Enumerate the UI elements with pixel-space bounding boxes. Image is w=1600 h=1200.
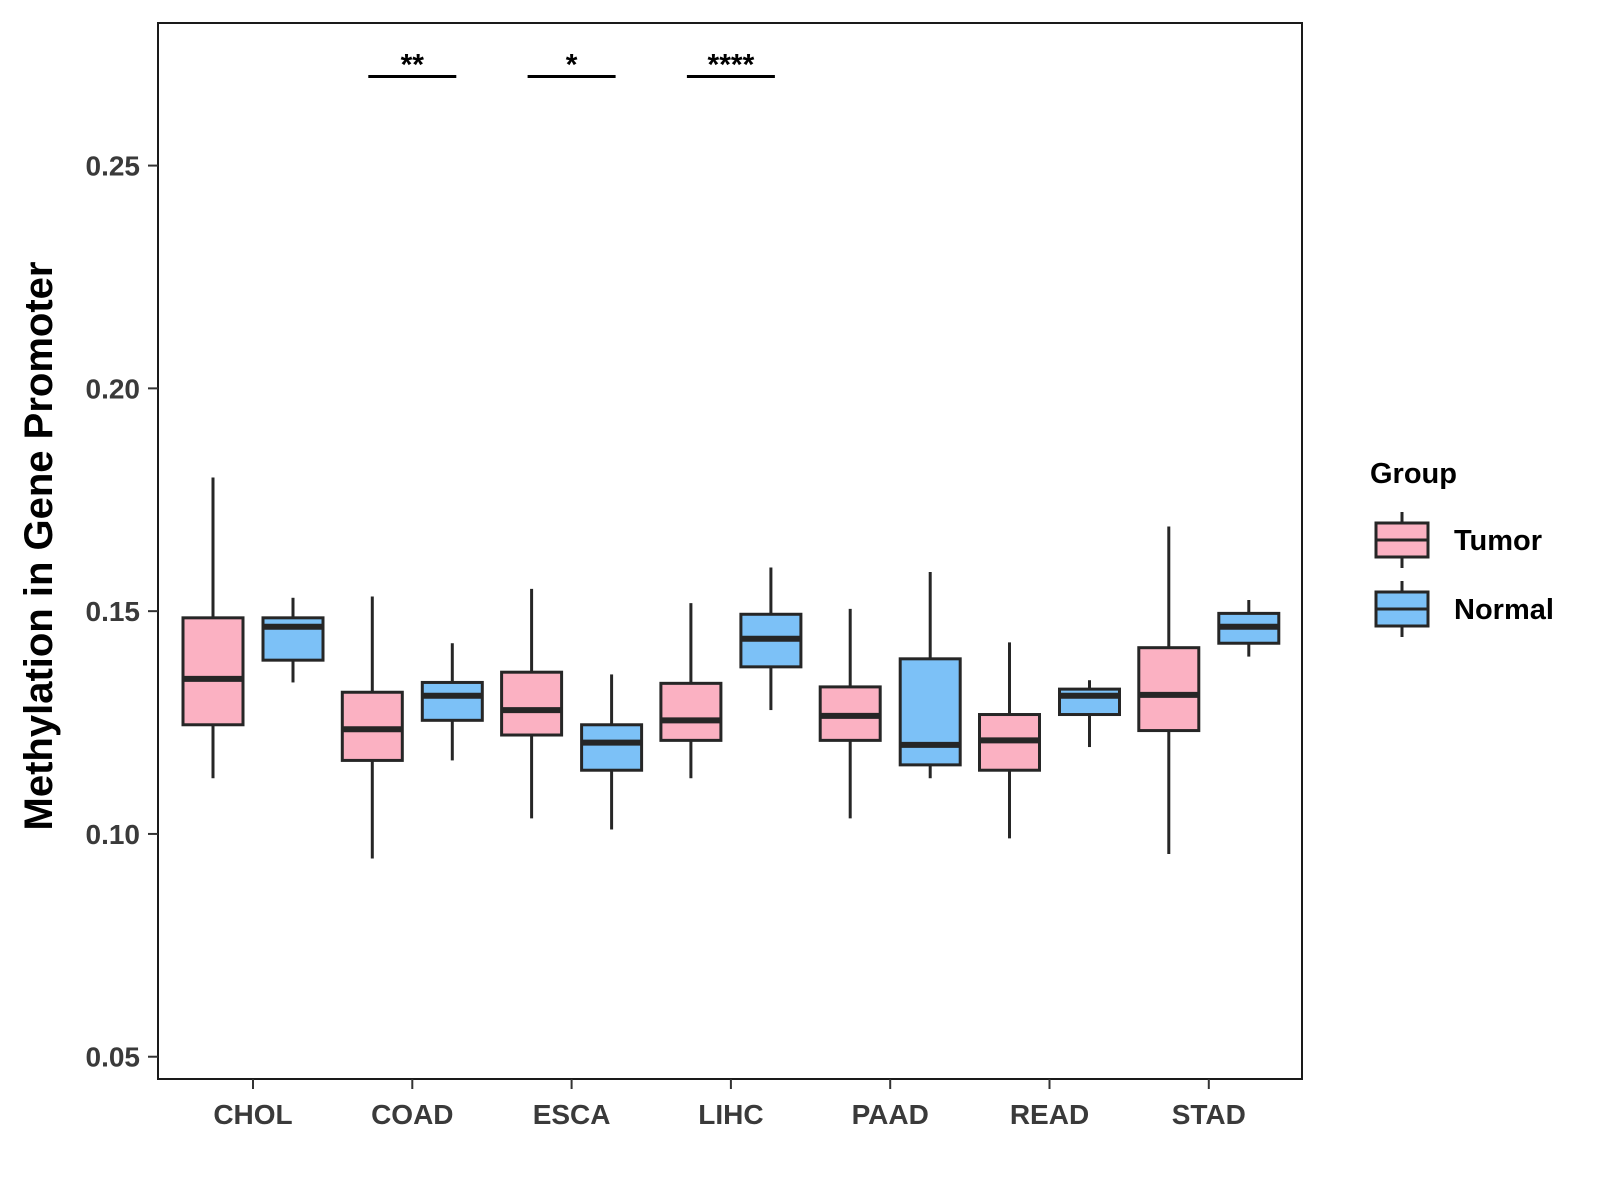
box-tumor-lihc xyxy=(659,603,723,779)
box-normal-lihc xyxy=(739,567,803,711)
x-tick-label: PAAD xyxy=(852,1099,929,1130)
box-normal-stad xyxy=(1217,600,1281,657)
box-tumor-read xyxy=(978,642,1041,839)
y-tick-label: 0.15 xyxy=(86,596,141,627)
legend-title: Group xyxy=(1370,458,1457,490)
box-tumor-chol xyxy=(181,477,245,779)
y-axis-title: Methylation in Gene Promoter xyxy=(17,262,61,831)
box-normal-coad xyxy=(420,643,484,761)
box-normal-esca xyxy=(580,674,644,830)
box-body xyxy=(898,657,962,767)
box-body xyxy=(500,670,564,737)
box-tumor-stad xyxy=(1137,526,1201,854)
box-normal-paad xyxy=(898,571,962,779)
x-tick-label: COAD xyxy=(371,1099,453,1130)
y-tick-label: 0.10 xyxy=(86,819,141,850)
y-tick-label: 0.20 xyxy=(86,373,141,404)
box-normal-read xyxy=(1058,680,1121,748)
box-body xyxy=(420,680,484,722)
box-normal-chol xyxy=(261,597,325,683)
x-tick-label: CHOL xyxy=(213,1099,292,1130)
box-tumor-esca xyxy=(500,588,564,819)
x-tick-label: STAD xyxy=(1172,1099,1246,1130)
plot-panel-border xyxy=(157,22,1303,1080)
box-tumor-paad xyxy=(818,608,882,819)
box-body xyxy=(181,616,245,727)
legend-label: Normal xyxy=(1454,594,1554,626)
x-tick-label: READ xyxy=(1010,1099,1089,1130)
legend-item-tumor: Tumor xyxy=(1374,512,1542,568)
box-body xyxy=(1137,646,1201,733)
x-tick-label: LIHC xyxy=(698,1099,763,1130)
significance-label: **** xyxy=(708,48,755,81)
y-tick-label: 0.05 xyxy=(86,1042,141,1073)
box-tumor-coad xyxy=(340,596,404,859)
box-body xyxy=(580,723,644,772)
y-tick-label: 0.25 xyxy=(86,151,141,182)
legend-label: Tumor xyxy=(1454,525,1542,557)
significance-label: * xyxy=(566,48,578,81)
significance-label: ** xyxy=(401,48,425,81)
box-body xyxy=(659,681,723,742)
legend-item-normal: Normal xyxy=(1374,581,1554,637)
x-tick-label: ESCA xyxy=(533,1099,611,1130)
